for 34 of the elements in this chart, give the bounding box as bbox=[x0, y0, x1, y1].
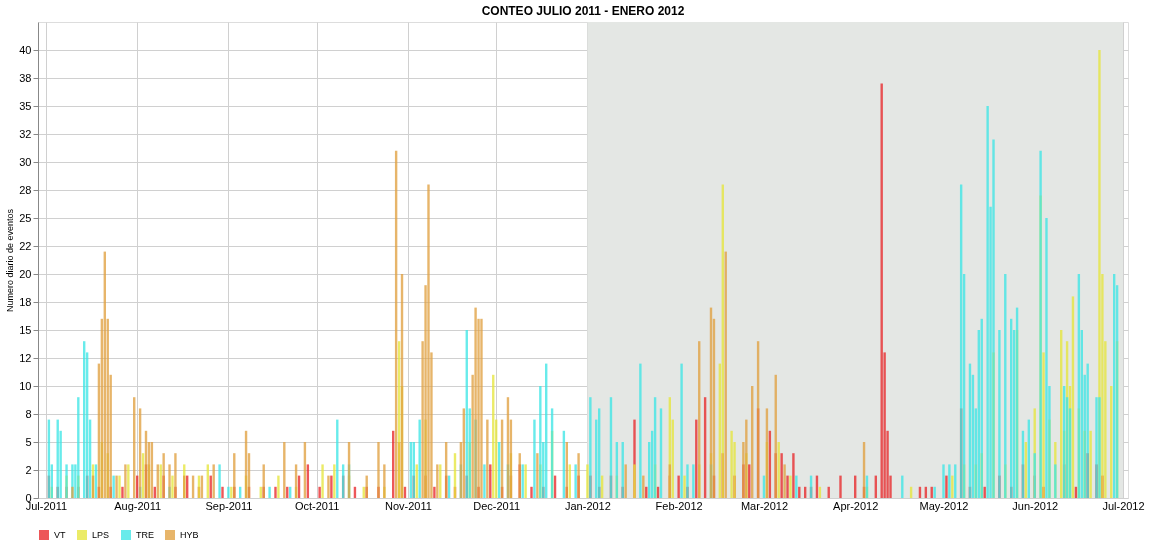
legend-label: LPS bbox=[92, 530, 110, 540]
x-tick-label: Sep-2011 bbox=[205, 499, 253, 512]
x-tick-label: Dec-2011 bbox=[473, 499, 521, 512]
y-tick-label: 18 bbox=[19, 295, 32, 308]
y-tick-label: 28 bbox=[19, 183, 32, 196]
legend-label: TRE bbox=[136, 530, 154, 540]
legend-label: VT bbox=[54, 530, 66, 540]
x-tick-label: Jan-2012 bbox=[564, 499, 611, 512]
x-tick-label: Mar-2012 bbox=[740, 499, 789, 512]
y-tick-label: 10 bbox=[19, 379, 32, 392]
x-tick-label: Aug-2011 bbox=[114, 499, 162, 512]
y-tick-label: 35 bbox=[19, 99, 32, 112]
y-tick-label: 30 bbox=[19, 155, 32, 168]
y-axis-title: Numero diario de eventos bbox=[5, 208, 16, 313]
y-tick-label: 12 bbox=[19, 351, 32, 364]
y-tick-label: 38 bbox=[19, 71, 32, 84]
x-tick-label: May-2012 bbox=[919, 499, 969, 512]
y-tick-label: 40 bbox=[19, 43, 32, 56]
y-tick-label: 22 bbox=[19, 239, 32, 252]
legend-label: HYB bbox=[180, 530, 199, 540]
y-tick-label: 5 bbox=[25, 435, 32, 448]
y-tick-label: 20 bbox=[19, 267, 32, 280]
x-tick-label: Oct-2011 bbox=[294, 499, 340, 512]
x-tick-label: Nov-2011 bbox=[384, 499, 432, 512]
y-tick-label: 32 bbox=[19, 127, 32, 140]
x-tick-label: Feb-2012 bbox=[655, 499, 703, 512]
y-tick-label: 8 bbox=[25, 407, 32, 420]
x-tick-label: Jun-2012 bbox=[1012, 499, 1059, 512]
x-tick-label: Apr-2012 bbox=[833, 499, 879, 512]
y-tick-label: 2 bbox=[25, 463, 32, 476]
y-tick-label: 15 bbox=[19, 323, 32, 336]
y-tick-label: 25 bbox=[19, 211, 32, 224]
x-tick-label: Jul-2012 bbox=[1102, 499, 1145, 512]
chart-title: CONTEO JULIO 2011 - ENERO 2012 bbox=[481, 4, 685, 18]
